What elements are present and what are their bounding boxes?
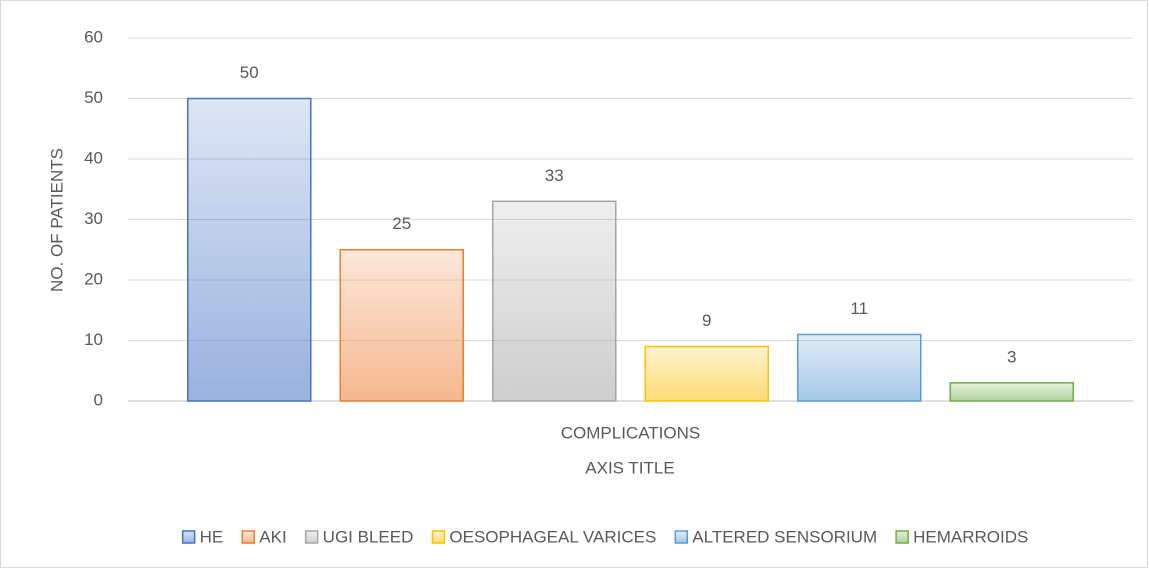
legend-swatch bbox=[241, 530, 256, 544]
bar bbox=[187, 97, 312, 402]
data-label: 25 bbox=[392, 214, 411, 233]
data-label: 9 bbox=[702, 311, 711, 330]
legend-swatch bbox=[674, 530, 689, 544]
data-label: 3 bbox=[1007, 347, 1016, 366]
x-tick-label: COMPLICATIONS bbox=[561, 423, 700, 442]
legend-label: HE bbox=[200, 527, 224, 546]
y-tick-label: 50 bbox=[84, 88, 103, 107]
legend-swatch bbox=[895, 530, 909, 544]
bar bbox=[492, 200, 617, 402]
y-tick-label: 30 bbox=[84, 209, 103, 228]
legend-swatch bbox=[431, 530, 446, 544]
legend-label: HEMARROIDS bbox=[913, 527, 1028, 546]
bar bbox=[949, 382, 1074, 402]
legend: HE AKI UGI BLEED OESOPHAGEAL VARICES ALTERED… bbox=[181, 527, 1028, 546]
data-label: 11 bbox=[850, 299, 868, 318]
y-axis-label: NO. OF PATIENTS bbox=[47, 148, 66, 292]
y-tick-label: 40 bbox=[84, 148, 103, 167]
y-tick-label: 10 bbox=[84, 330, 103, 349]
legend-swatch bbox=[304, 530, 319, 544]
legend-label: OESOPHAGEAL VARICES bbox=[449, 527, 656, 546]
legend-label: AKI bbox=[259, 527, 286, 546]
data-label: 33 bbox=[545, 166, 564, 185]
y-tick-label: 60 bbox=[84, 27, 103, 46]
y-tick-label: 0 bbox=[94, 390, 103, 409]
bar bbox=[797, 333, 922, 402]
legend-label: UGI BLEED bbox=[323, 527, 414, 546]
legend-swatch bbox=[181, 530, 196, 544]
data-label: 50 bbox=[240, 63, 259, 82]
x-axis-label: AXIS TITLE bbox=[585, 458, 674, 477]
bar bbox=[339, 249, 464, 402]
bar bbox=[644, 345, 769, 402]
y-tick-label: 20 bbox=[84, 269, 103, 288]
legend-label: ALTERED SENSORIUM bbox=[692, 527, 877, 546]
